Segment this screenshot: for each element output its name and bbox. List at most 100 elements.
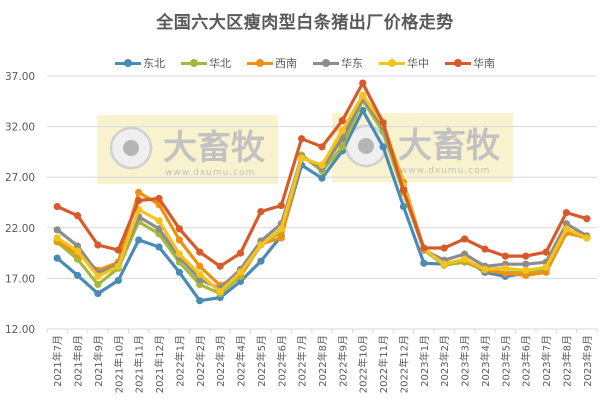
legend-item: 华东 [313, 55, 363, 71]
x-tick-label: 2023年8月 [560, 335, 573, 387]
data-point [196, 248, 204, 256]
data-point [542, 248, 550, 256]
legend-line-marker-icon [379, 59, 405, 67]
x-tick-label: 2023年2月 [438, 335, 451, 387]
legend-line-marker-icon [181, 59, 207, 67]
legend-item: 东北 [115, 55, 165, 71]
data-point [359, 79, 367, 87]
watermark-url: www.dxumu.com [165, 168, 255, 178]
data-point [135, 196, 143, 205]
data-point [318, 174, 326, 182]
data-point [338, 135, 346, 143]
data-point [460, 255, 469, 263]
x-tick-label: 2021年7月 [51, 335, 64, 387]
data-point [135, 236, 143, 244]
data-point [542, 263, 550, 271]
data-point [562, 225, 571, 233]
watermark-url: www.dxumu.com [400, 166, 490, 176]
data-point [298, 154, 306, 162]
data-point [318, 143, 326, 151]
data-point [155, 217, 163, 225]
data-point [481, 265, 489, 273]
data-point [562, 209, 571, 217]
x-tick-label: 2023年9月 [581, 335, 594, 387]
legend-label: 华南 [473, 57, 495, 70]
series-line [53, 91, 591, 296]
data-point [338, 143, 346, 151]
watermark-brand: 大畜牧 [398, 126, 501, 166]
data-point [73, 242, 82, 250]
data-point [522, 260, 530, 268]
y-tick-label: 27.00 [5, 172, 35, 184]
x-tick-label: 2022年4月 [235, 335, 248, 387]
x-tick-label: 2021年9月 [92, 335, 105, 387]
x-tick-label: 2022年7月 [296, 335, 309, 387]
data-point [175, 236, 184, 244]
data-point [501, 264, 509, 272]
legend-item: 华南 [445, 55, 495, 71]
x-tick-label: 2022年3月 [214, 335, 227, 387]
y-tick-label: 32.00 [5, 122, 35, 134]
x-tick-label: 2022年6月 [275, 335, 288, 387]
data-point [196, 270, 204, 278]
data-point [94, 272, 102, 280]
chart-legend: 东北 华北 西南 华东 华中 华南 [0, 55, 610, 71]
x-tick-label: 2023年5月 [499, 335, 512, 387]
x-tick-label: 2023年3月 [459, 335, 472, 387]
x-tick-label: 2021年8月 [72, 335, 85, 387]
data-point [277, 225, 285, 233]
legend-label: 东北 [143, 57, 165, 70]
data-point [562, 220, 571, 228]
x-tick-label: 2021年12月 [153, 335, 166, 393]
series-line [53, 79, 591, 270]
x-tick-label: 2021年10月 [112, 335, 125, 393]
legend-line-marker-icon [247, 59, 273, 67]
data-point [196, 262, 204, 270]
watermark-brand: 大畜牧 [163, 128, 266, 168]
x-tick-label: 2023年4月 [479, 335, 492, 387]
legend-line-marker-icon [445, 59, 471, 67]
data-point [94, 241, 102, 249]
data-point [53, 202, 61, 211]
x-tick-label: 2023年6月 [520, 335, 533, 387]
y-tick-label: 17.00 [5, 273, 35, 285]
data-point [236, 249, 245, 257]
data-point [501, 269, 509, 277]
data-point [196, 280, 204, 289]
data-point [460, 250, 469, 258]
x-tick-label: 2022年5月 [255, 335, 268, 387]
data-point [53, 226, 61, 234]
x-tick-label: 2022年2月 [194, 335, 207, 387]
data-point [379, 143, 387, 151]
data-point [338, 127, 346, 135]
data-point [277, 234, 285, 242]
data-point [440, 260, 448, 268]
y-tick-label: 37.00 [5, 71, 35, 83]
y-tick-label: 12.00 [5, 324, 35, 336]
data-point [257, 241, 265, 249]
data-point [501, 252, 509, 260]
data-point [379, 118, 387, 127]
data-point [420, 244, 428, 252]
data-point [216, 287, 224, 296]
data-point [94, 280, 102, 289]
data-point [53, 254, 61, 262]
data-point [583, 215, 591, 223]
data-point [359, 106, 367, 115]
data-point [155, 194, 163, 203]
data-point [155, 225, 163, 233]
x-tick-label: 2022年1月 [173, 335, 186, 387]
data-point [277, 201, 285, 210]
data-point [542, 268, 550, 276]
data-point [338, 116, 346, 125]
legend-line-marker-icon [313, 59, 339, 67]
x-tick-label: 2022年8月 [316, 335, 329, 387]
data-point [196, 297, 204, 305]
x-tick-label: 2022年12月 [397, 335, 410, 393]
data-point [216, 262, 224, 270]
data-point [399, 186, 408, 194]
